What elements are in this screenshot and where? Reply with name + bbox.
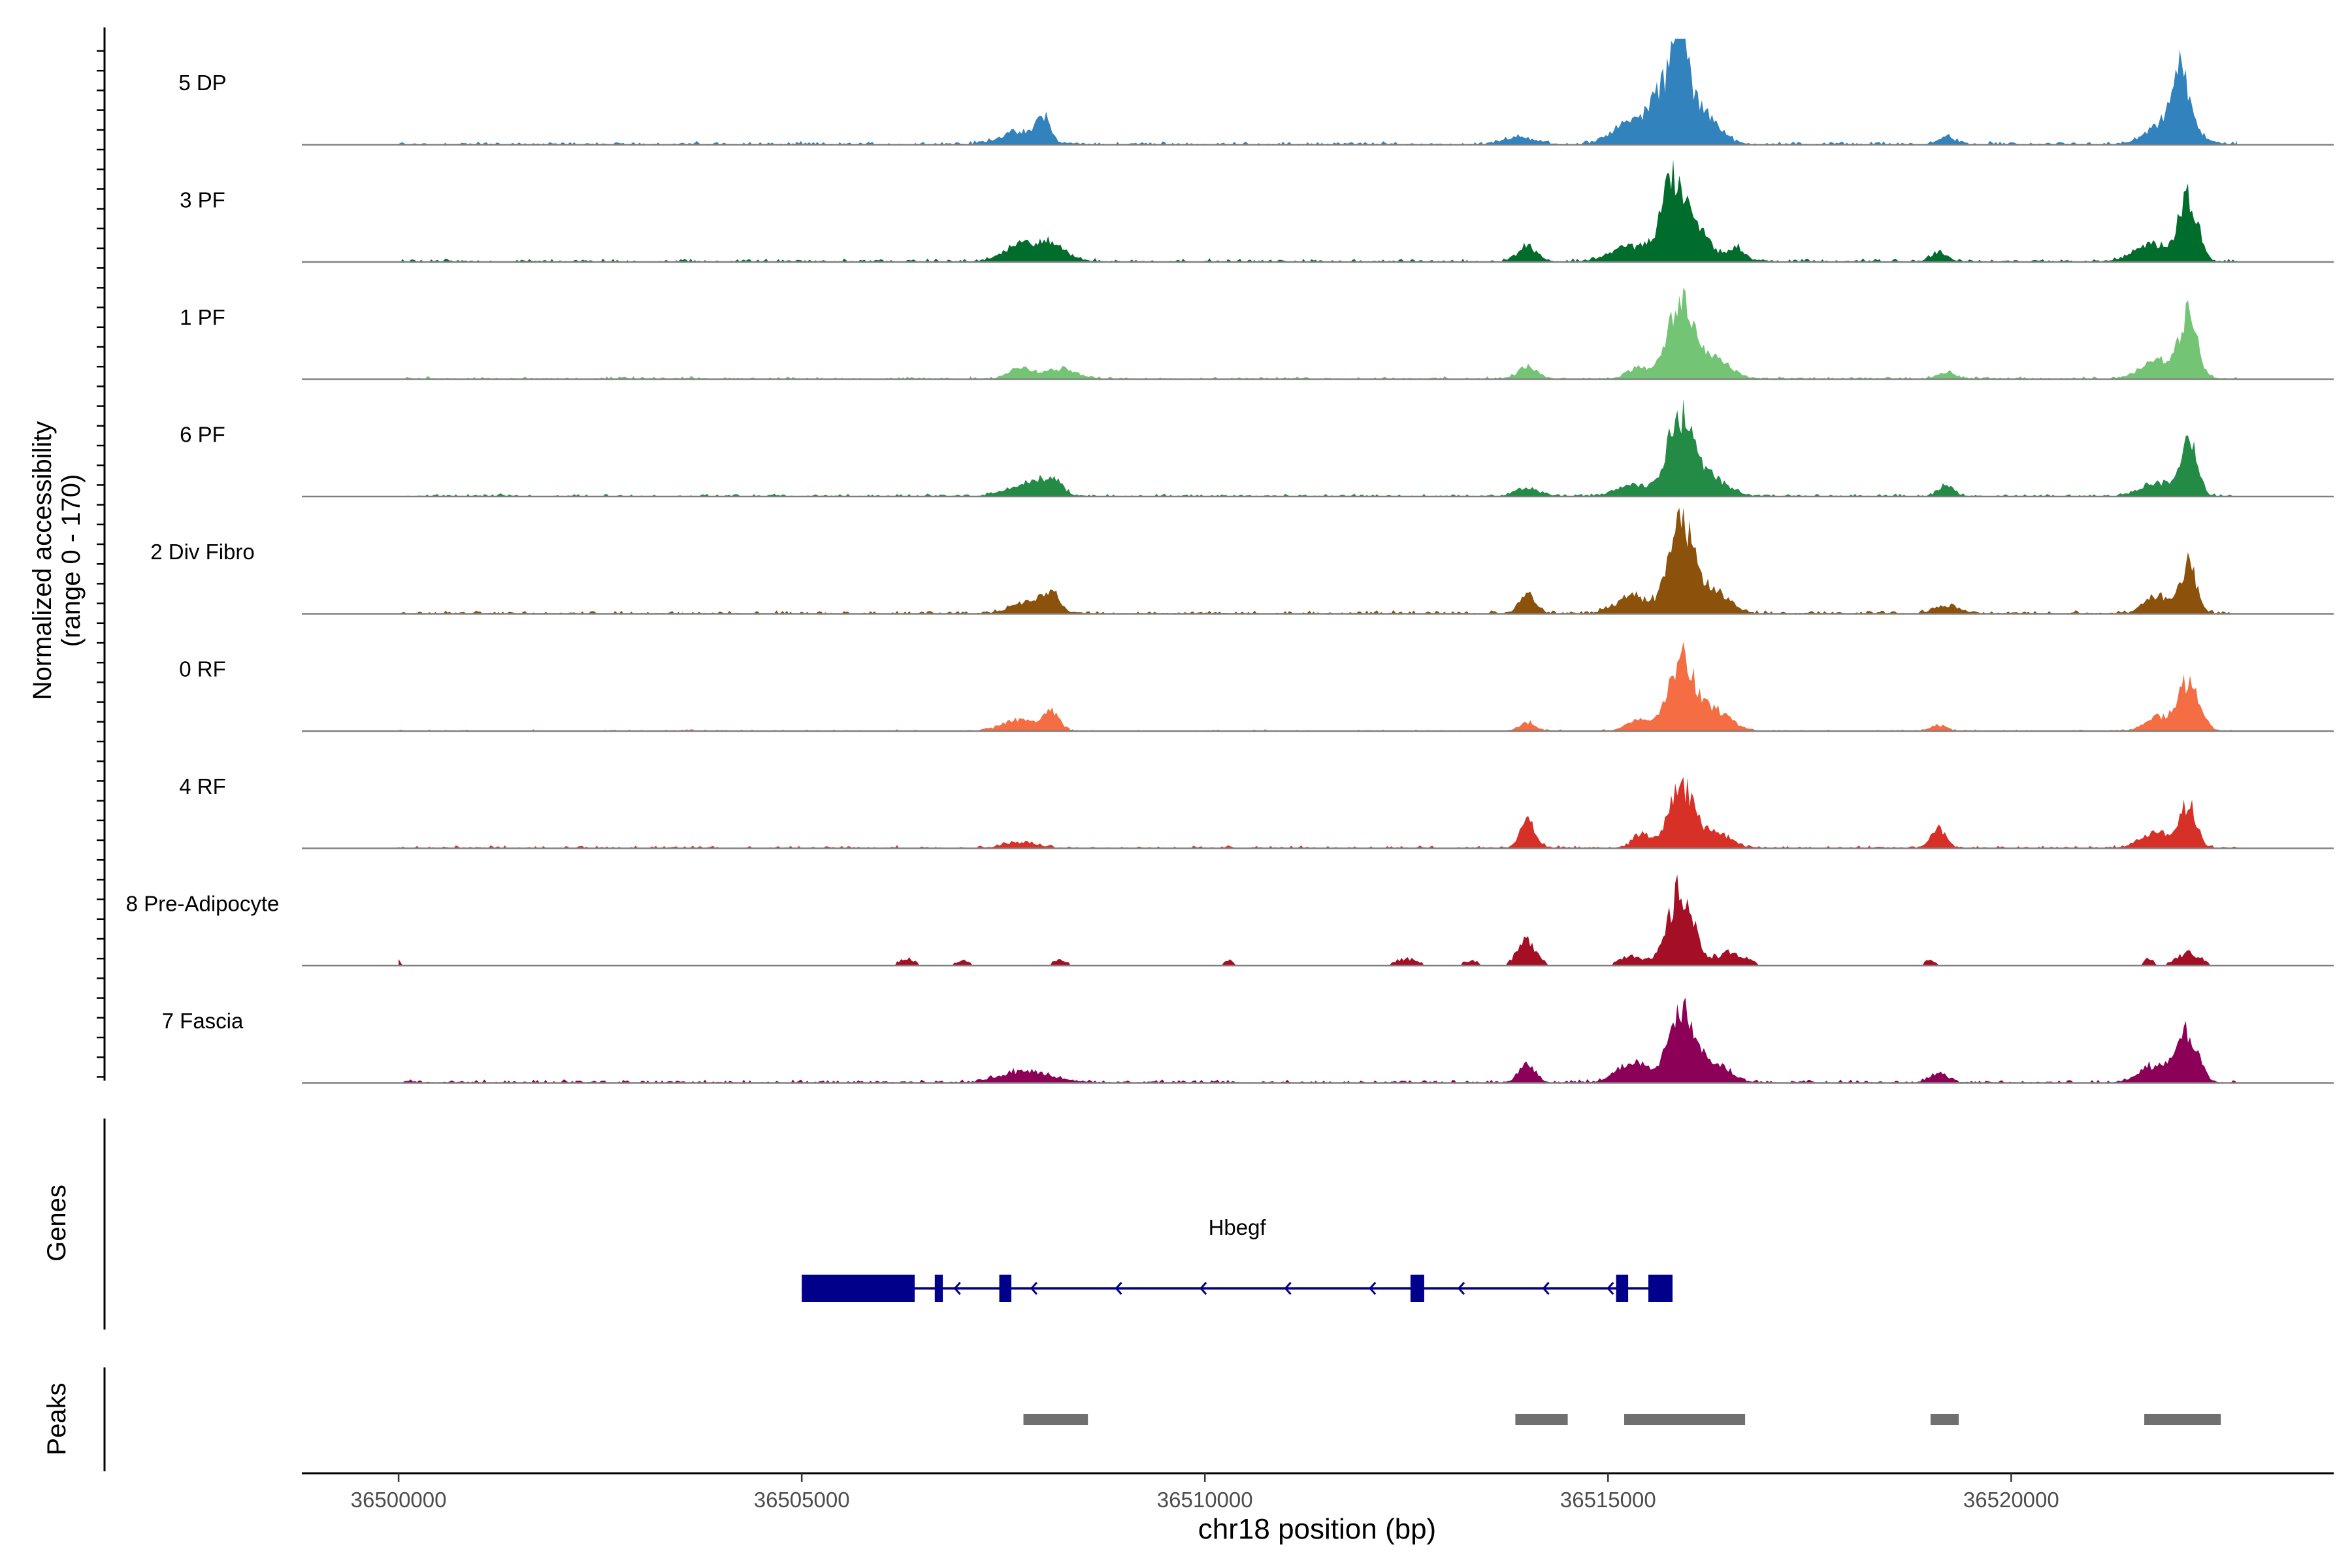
strand-arrow	[1200, 1282, 1207, 1295]
gene-exon	[999, 1275, 1011, 1302]
peak-region	[1023, 1414, 1088, 1425]
x-tick-label: 36510000	[1157, 1488, 1253, 1512]
strand-arrow	[1369, 1282, 1377, 1295]
gene-exon	[1410, 1275, 1424, 1302]
gene-exon	[1648, 1275, 1673, 1302]
track-label: 2 Div Fibro	[150, 540, 255, 564]
track-7: 4 RF	[179, 774, 2334, 849]
x-tick-label: 36515000	[1560, 1488, 1656, 1512]
track-4: 6 PF	[180, 399, 2334, 498]
gene-exon	[1616, 1275, 1629, 1302]
x-tick-label: 36520000	[1963, 1488, 2059, 1512]
strand-arrow	[1457, 1282, 1465, 1295]
strand-arrow	[953, 1282, 961, 1295]
track-6: 0 RF	[179, 642, 2334, 732]
track-label: 0 RF	[179, 657, 226, 681]
track-9: 7 Fascia	[162, 998, 2334, 1084]
track-label: 5 DP	[178, 71, 226, 95]
x-tick-label: 36505000	[754, 1488, 850, 1512]
gene-exon	[934, 1275, 943, 1302]
coverage-area	[399, 642, 2237, 731]
track-label: 8 Pre-Adipocyte	[126, 892, 280, 916]
track-2: 3 PF	[180, 159, 2334, 263]
coverage-area	[399, 39, 2237, 145]
strand-arrow	[1115, 1282, 1122, 1295]
coverage-area	[399, 874, 2237, 966]
peak-regions	[1023, 1414, 2221, 1425]
track-label: 6 PF	[180, 423, 225, 447]
coverage-area	[399, 287, 2237, 380]
strand-arrow	[1542, 1282, 1550, 1295]
coverage-tracks: 5 DP 3 PF 1 PF 6 PF 2 Div Fibro 0 RF 4 RF 8 Pre…	[126, 39, 2334, 1084]
track-label: 7 Fascia	[162, 1009, 244, 1033]
genes-panel-label: Genes	[42, 1184, 71, 1262]
coverage-y-ticks	[97, 50, 105, 1078]
peak-region	[2144, 1414, 2221, 1425]
coverage-area	[399, 998, 2237, 1083]
track-3: 1 PF	[180, 287, 2334, 380]
track-label: 3 PF	[180, 188, 225, 212]
coverage-area	[399, 508, 2237, 614]
peak-region	[1515, 1414, 1568, 1425]
x-axis-label: chr18 position (bp)	[1198, 1513, 1436, 1545]
strand-arrow	[1030, 1282, 1038, 1295]
gene-model: Hbegf	[802, 1215, 1673, 1302]
track-1: 5 DP	[178, 39, 2334, 146]
track-8: 8 Pre-Adipocyte	[126, 874, 2334, 967]
gene-exon	[802, 1275, 915, 1302]
gene-name: Hbegf	[1209, 1215, 1267, 1239]
y-axis-label-line2: (range 0 - 170)	[57, 474, 86, 647]
x-axis-ticks: 36500000 36505000 36510000 36515000 36520000	[351, 1473, 2059, 1512]
strand-arrow	[1607, 1282, 1614, 1295]
strand-arrow	[1284, 1282, 1292, 1295]
track-label: 1 PF	[180, 305, 225, 329]
peak-region	[1930, 1414, 1959, 1425]
x-tick-label: 36500000	[351, 1488, 447, 1512]
peak-region	[1624, 1414, 1746, 1425]
track-label: 4 RF	[179, 774, 226, 798]
peaks-panel-label: Peaks	[42, 1382, 71, 1455]
coverage-area	[399, 399, 2237, 497]
coverage-area	[399, 777, 2237, 849]
y-axis-label-line1: Normalized accessibility	[28, 421, 57, 700]
coverage-area	[399, 159, 2237, 262]
track-5: 2 Div Fibro	[150, 508, 2334, 615]
